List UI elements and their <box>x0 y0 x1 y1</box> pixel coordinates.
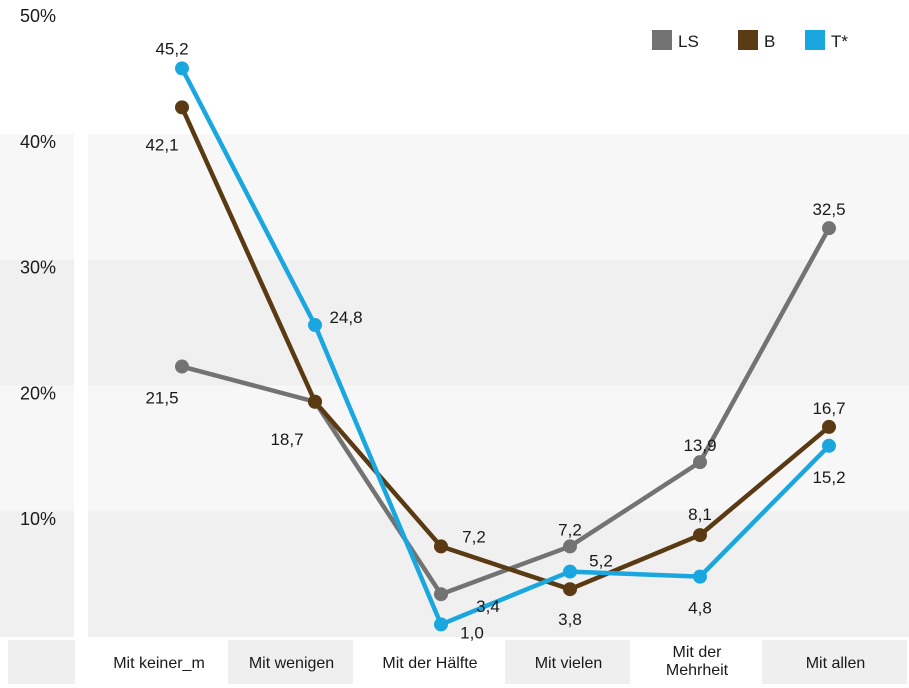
data-label-B: 3,8 <box>558 610 582 629</box>
data-point-B <box>434 539 448 554</box>
data-label-T*: 5,2 <box>589 552 613 571</box>
legend-label: B <box>764 32 775 51</box>
y-axis: 10% 20% 30% 40% 50% <box>20 6 56 529</box>
axis-separator <box>74 0 88 688</box>
data-label-B: 8,1 <box>688 505 712 524</box>
data-label-LS: 32,5 <box>812 200 845 219</box>
y-tick-label: 40% <box>20 132 56 152</box>
legend-swatch-B <box>738 30 758 50</box>
data-label-LS: 18,7 <box>270 430 303 449</box>
category-cell <box>762 640 907 684</box>
legend-swatch-LS <box>652 30 672 50</box>
data-point-LS <box>563 539 577 554</box>
data-label-T*: 45,2 <box>155 39 188 58</box>
x-tick-label: Mit der Hälfte <box>382 655 477 672</box>
data-label-LS: 13,9 <box>683 436 716 455</box>
y-tick-label: 20% <box>20 383 56 403</box>
grid-band <box>0 133 909 260</box>
category-cell <box>505 640 630 684</box>
y-tick-label: 30% <box>20 258 56 278</box>
data-label-T*: 4,8 <box>688 599 712 618</box>
legend: LS B T* <box>652 30 848 51</box>
data-point-T* <box>563 564 577 579</box>
data-point-LS <box>822 221 836 236</box>
legend-label: LS <box>678 32 699 51</box>
x-tick-label: Mit der <box>673 644 723 661</box>
data-label-LS: 21,5 <box>145 389 178 408</box>
data-label-T*: 15,2 <box>812 468 845 487</box>
data-point-T* <box>693 569 707 584</box>
data-label-B: 42,1 <box>145 135 178 154</box>
y-tick-label: 50% <box>20 6 56 26</box>
series-line-T* <box>180 67 831 627</box>
x-tick-label: Mehrheit <box>666 662 729 679</box>
data-point-T* <box>308 318 322 333</box>
category-cell <box>228 640 353 684</box>
x-tick-label: Mit wenigen <box>249 655 334 672</box>
data-point-T* <box>434 617 448 632</box>
data-point-B <box>822 419 836 434</box>
data-point-B <box>308 394 322 409</box>
x-axis: Mit keiner_m Mit wenigen Mit der Hälfte Mit… <box>8 640 907 684</box>
data-label-LS: 3,4 <box>476 597 500 616</box>
category-cell <box>90 640 226 684</box>
data-point-T* <box>822 438 836 453</box>
data-label-T*: 1,0 <box>460 623 484 642</box>
data-label-B: 16,7 <box>812 399 845 418</box>
data-labels: 21,5 18,7 3,4 7,2 13,9 32,5 42,1 7,2 3,8 8,1 16,7 4… <box>145 39 845 642</box>
series-lines <box>179 67 831 627</box>
data-point-LS <box>693 455 707 470</box>
legend-label: T* <box>831 32 848 51</box>
grid-band <box>0 8 909 134</box>
category-axis-corner <box>8 640 75 684</box>
legend-swatch-T* <box>805 30 825 50</box>
grid-band <box>0 511 909 637</box>
grid-band <box>0 259 909 386</box>
data-point-LS <box>175 359 189 374</box>
data-point-LS <box>434 587 448 602</box>
grid-band <box>0 385 909 512</box>
series-line-LS <box>181 227 831 597</box>
data-label-LS: 7,2 <box>558 520 582 539</box>
data-point-B <box>175 100 189 115</box>
series-points <box>175 61 836 632</box>
data-point-B <box>693 528 707 543</box>
data-point-B <box>563 582 577 597</box>
category-cell <box>355 640 503 684</box>
data-label-T*: 24,8 <box>329 308 362 327</box>
category-cell <box>632 640 760 684</box>
data-label-B: 7,2 <box>462 527 486 546</box>
x-tick-label: Mit vielen <box>535 655 603 672</box>
x-tick-label: Mit keiner_m <box>113 655 205 672</box>
data-point-T* <box>175 61 189 76</box>
series-line-B <box>179 106 831 592</box>
y-tick-label: 10% <box>20 509 56 529</box>
x-tick-label: Mit allen <box>806 655 866 672</box>
